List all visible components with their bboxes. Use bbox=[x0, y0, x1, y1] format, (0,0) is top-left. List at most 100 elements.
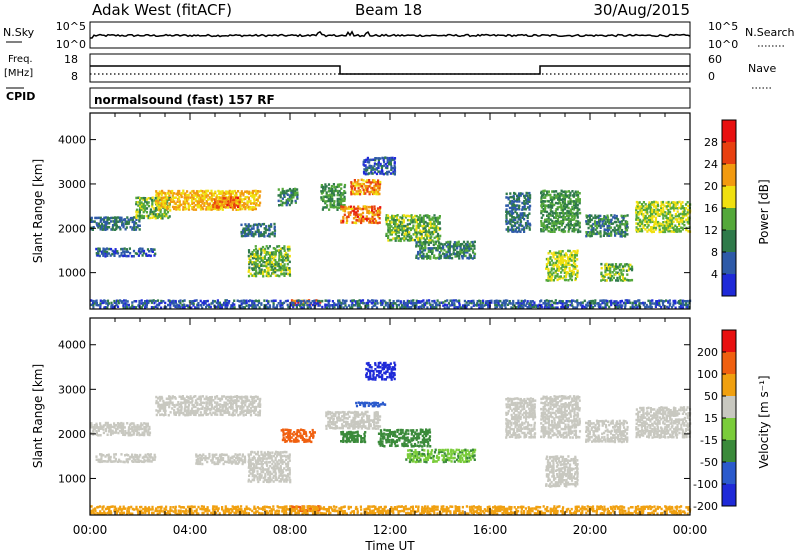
power-cells-cell bbox=[540, 200, 543, 204]
power-cells-cell bbox=[233, 198, 236, 202]
power-cells-cell bbox=[431, 222, 434, 226]
power-cells-cell bbox=[350, 304, 353, 307]
power-cells-cell bbox=[169, 196, 172, 200]
power-cells-cell bbox=[405, 214, 408, 218]
power-cells-cell bbox=[420, 247, 423, 250]
power-cells-cell bbox=[90, 299, 93, 302]
power-cells-cell bbox=[190, 300, 193, 303]
vel-cells-cell bbox=[187, 407, 190, 411]
power-cells-cell bbox=[158, 207, 161, 211]
power-cells-cell bbox=[547, 190, 550, 193]
power-cells-cell bbox=[332, 183, 335, 186]
power-cells-cell bbox=[112, 252, 115, 255]
power-cells-cell bbox=[226, 192, 229, 195]
power-cells-cell bbox=[125, 306, 129, 309]
power-cells-cell bbox=[412, 299, 415, 302]
power-cells-cell bbox=[368, 185, 371, 188]
power-cells-cell bbox=[509, 200, 512, 203]
power-cells-cell bbox=[516, 220, 519, 224]
power-cells-cell bbox=[465, 304, 468, 307]
power-cells-cell bbox=[377, 158, 380, 162]
vel-cells-cell bbox=[189, 409, 192, 413]
power-cells-cell bbox=[610, 218, 613, 222]
power-cells-cell bbox=[585, 234, 588, 238]
power-cells-cell bbox=[551, 304, 554, 307]
power-cells-cell bbox=[506, 210, 510, 214]
power-cells-cell bbox=[373, 213, 376, 217]
power-cells-cell bbox=[155, 199, 158, 203]
power-cells-cell bbox=[95, 247, 98, 251]
power-cells-cell bbox=[292, 192, 295, 195]
power-cells-cell bbox=[272, 257, 275, 260]
power-cells-cell bbox=[344, 299, 347, 303]
power-cells-cell bbox=[262, 260, 265, 264]
power-cells-cell bbox=[681, 216, 685, 219]
power-cells-cell bbox=[223, 194, 226, 197]
power-cells-cell bbox=[606, 224, 609, 228]
power-cells-cell bbox=[262, 275, 265, 278]
power-cells-cell bbox=[196, 200, 199, 203]
vel-cells-cell bbox=[139, 433, 142, 436]
power-cells-cell bbox=[566, 214, 569, 217]
power-cells-cell bbox=[184, 205, 187, 209]
power-cells-cell bbox=[554, 269, 557, 273]
vel-cells-cell bbox=[167, 414, 170, 417]
power-cells-cell bbox=[364, 192, 367, 195]
power-cells-cell bbox=[388, 161, 391, 164]
power-cells-cell bbox=[170, 191, 173, 195]
power-cells-cell bbox=[408, 235, 411, 238]
power-cells-cell bbox=[419, 255, 422, 258]
power-cells-cell bbox=[241, 207, 244, 211]
power-cells-cell bbox=[540, 209, 543, 213]
power-cells-cell bbox=[442, 247, 445, 250]
power-cells-cell bbox=[352, 217, 356, 220]
power-cells-cell bbox=[655, 206, 658, 210]
power-cells-cell bbox=[544, 206, 547, 209]
power-cells-cell bbox=[278, 204, 281, 207]
power-cells-cell bbox=[681, 218, 684, 221]
power-cells-cell bbox=[635, 218, 638, 221]
power-cells-cell bbox=[644, 210, 647, 214]
power-cells-cell bbox=[218, 195, 221, 199]
power-cells-cell bbox=[318, 304, 321, 307]
power-cells-cell bbox=[149, 197, 152, 200]
power-cells-cell bbox=[397, 236, 400, 240]
power-cells-cell bbox=[378, 221, 381, 224]
power-cells-cell bbox=[570, 301, 573, 305]
power-cells-cell bbox=[357, 187, 360, 190]
power-cells-cell bbox=[221, 200, 224, 203]
power-cells-cell bbox=[596, 230, 599, 234]
power-cells-cell bbox=[163, 209, 166, 212]
power-cells-cell bbox=[599, 299, 602, 302]
power-cells-cell bbox=[422, 242, 425, 246]
power-cells-cell bbox=[171, 189, 174, 193]
power-cells-cell bbox=[555, 220, 558, 223]
vel-cells-cell bbox=[198, 414, 201, 417]
power-cells-cell bbox=[205, 208, 208, 211]
power-cells-cell bbox=[366, 168, 369, 172]
power-cells-cell bbox=[142, 202, 145, 206]
power-cells-cell bbox=[381, 156, 384, 160]
freq-left-tick-bottom: 8 bbox=[71, 70, 78, 83]
power-cells-cell bbox=[317, 299, 320, 303]
power-cells-cell bbox=[258, 260, 261, 264]
power-cells-cell bbox=[664, 230, 667, 234]
power-cells-cell bbox=[205, 192, 208, 195]
power-cells-cell bbox=[587, 304, 590, 307]
power-cells-cell bbox=[558, 301, 561, 304]
power-cells-cell bbox=[594, 304, 597, 307]
power-cells-cell bbox=[366, 156, 369, 160]
power-cells-cell bbox=[276, 264, 279, 268]
power-cells-cell bbox=[288, 187, 292, 191]
power-cells-cell bbox=[117, 252, 120, 255]
power-cells-cell bbox=[440, 246, 443, 250]
vel-cells-cell bbox=[99, 460, 102, 464]
power-cells-cell bbox=[427, 243, 430, 246]
power-cells-cell bbox=[449, 240, 452, 244]
power-cells-cell bbox=[259, 253, 263, 256]
power-cells-cell bbox=[161, 213, 164, 216]
vel-cells-cell bbox=[246, 411, 249, 414]
power-cells-cell bbox=[244, 223, 247, 226]
power-cells-cell bbox=[443, 253, 446, 256]
